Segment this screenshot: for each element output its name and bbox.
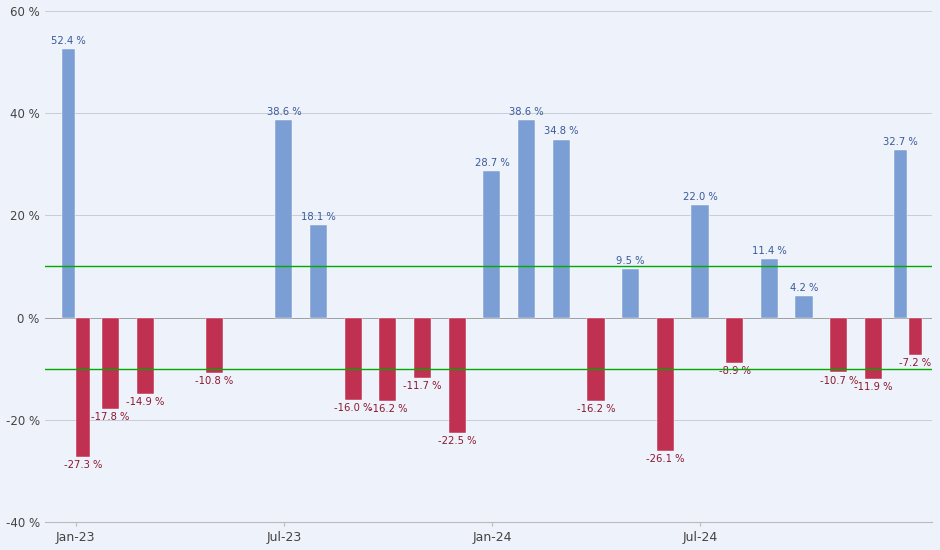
Text: 52.4 %: 52.4 % [51, 36, 86, 46]
Text: -14.9 %: -14.9 % [126, 397, 164, 407]
Bar [657, 318, 674, 451]
Text: 11.4 %: 11.4 % [752, 246, 787, 256]
Bar [518, 120, 535, 318]
Text: 32.7 %: 32.7 % [884, 137, 918, 147]
Text: -11.9 %: -11.9 % [854, 382, 893, 392]
Bar [206, 318, 223, 373]
Text: -8.9 %: -8.9 % [719, 366, 751, 376]
Text: 9.5 %: 9.5 % [617, 256, 645, 266]
Text: -10.7 %: -10.7 % [820, 376, 858, 386]
Bar [62, 50, 75, 318]
Text: -22.5 %: -22.5 % [438, 436, 477, 446]
Bar [622, 269, 639, 318]
Bar [448, 318, 466, 433]
Text: 34.8 %: 34.8 % [544, 126, 578, 136]
Bar [795, 296, 812, 318]
Bar [310, 225, 327, 318]
Bar [345, 318, 362, 399]
Text: 22.0 %: 22.0 % [682, 192, 717, 202]
Bar [760, 259, 778, 318]
Text: -16.0 %: -16.0 % [334, 403, 372, 412]
Text: 4.2 %: 4.2 % [790, 283, 818, 293]
Text: -16.2 %: -16.2 % [576, 404, 615, 414]
Text: -26.1 %: -26.1 % [646, 454, 684, 464]
Bar [483, 170, 500, 318]
Bar [909, 318, 922, 355]
Bar [102, 318, 119, 409]
Text: 28.7 %: 28.7 % [475, 158, 509, 168]
Bar [692, 205, 709, 318]
Bar [76, 318, 89, 458]
Bar [865, 318, 882, 378]
Text: -27.3 %: -27.3 % [64, 460, 102, 470]
Bar [553, 140, 570, 318]
Text: -16.2 %: -16.2 % [368, 404, 407, 414]
Bar [414, 318, 431, 377]
Text: -17.8 %: -17.8 % [91, 412, 130, 422]
Text: 18.1 %: 18.1 % [301, 212, 336, 222]
Bar [894, 150, 907, 318]
Bar [588, 318, 604, 400]
Bar [275, 120, 292, 318]
Text: -11.7 %: -11.7 % [403, 381, 442, 390]
Bar [136, 318, 153, 394]
Text: 38.6 %: 38.6 % [267, 107, 301, 117]
Bar [726, 318, 744, 363]
Text: -7.2 %: -7.2 % [900, 358, 932, 367]
Bar [380, 318, 397, 400]
Text: -10.8 %: -10.8 % [196, 376, 234, 386]
Text: 38.6 %: 38.6 % [509, 107, 544, 117]
Bar [830, 318, 847, 372]
